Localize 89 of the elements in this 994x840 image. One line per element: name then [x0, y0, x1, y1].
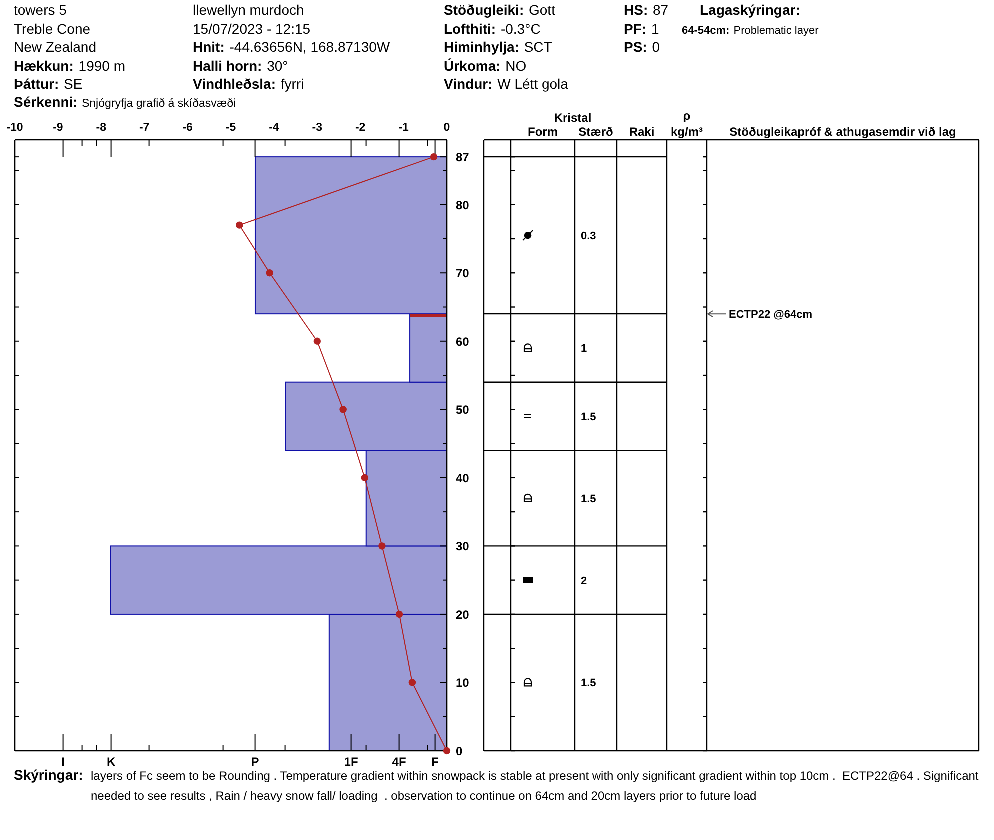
x-tick-label: -5 [226, 122, 237, 134]
text: PF: [624, 21, 647, 37]
text: Úrkoma: [444, 58, 501, 74]
point [396, 610, 404, 618]
x-tick-label: -4 [269, 122, 280, 134]
text: Snjógryfja grafið á skíðasvæði [82, 98, 236, 110]
text: 0.3 [581, 230, 596, 243]
text: 2 [581, 575, 588, 588]
text: P [251, 755, 260, 769]
text: Sérkenni: [14, 94, 78, 110]
y-tick-label: 30 [456, 540, 470, 554]
text: 15/07/2023 - 12:15 [193, 21, 311, 37]
y-tick-label: 10 [456, 676, 470, 690]
text: PS: [624, 39, 648, 55]
text: Problematic layer [734, 25, 820, 37]
text: towers 5 [14, 2, 68, 18]
text: Skýringar: [14, 767, 84, 783]
text: Halli horn: [193, 58, 262, 74]
text: Kristal [554, 111, 592, 125]
point [236, 222, 244, 229]
text: 64-54cm: [682, 25, 730, 37]
text: HS: [624, 2, 648, 18]
y-tick-label: 0 [456, 744, 463, 758]
y-tick-label: 50 [456, 403, 470, 418]
x-tick-label: -6 [182, 122, 193, 134]
point [314, 338, 321, 345]
x-tick-label: -1 [398, 122, 410, 134]
text: Treble Cone [14, 21, 91, 37]
text: W Létt gola [498, 76, 569, 92]
x-tick-label: -7 [139, 122, 150, 134]
text: 1.5 [581, 493, 596, 506]
category-label: Stöðugleikapróf & athugasemdir við lag [730, 125, 956, 139]
y-tick-label: 87 [456, 150, 470, 165]
text: -0.3°C [500, 21, 541, 37]
point [266, 270, 274, 277]
text: Þáttur: [14, 76, 60, 92]
text: Vindur: [444, 76, 493, 92]
y-tick-label: 40 [456, 471, 470, 486]
x-tick-label: -8 [96, 122, 108, 134]
text: Stöðugleiki: [444, 2, 524, 18]
text: 30° [267, 58, 288, 74]
point [430, 153, 438, 161]
x-tick-label: -9 [53, 122, 64, 134]
text: SCT [524, 39, 553, 55]
text: Himinhylja: [444, 39, 520, 55]
text: 1.5 [581, 411, 596, 424]
text: 1.5 [581, 678, 596, 690]
text: Gott [529, 2, 556, 18]
category-label: Raki [629, 125, 655, 139]
text: Hækkun: [14, 58, 74, 74]
text: fyrri [280, 76, 304, 92]
text: SE [64, 76, 83, 92]
text: 1 [651, 21, 660, 37]
point [408, 679, 416, 686]
y-tick-label: 80 [456, 198, 470, 212]
text: 1990 m [78, 58, 126, 74]
point [378, 542, 386, 550]
text: llewellyn murdoch [193, 2, 304, 18]
text: 1F [344, 755, 358, 769]
text: Lagaskýringar: [700, 2, 800, 18]
text: Vindhleðsla: [193, 76, 276, 92]
text: ECTP22 @64cm [729, 309, 813, 322]
text: needed to see results , Rain / heavy snow fall/ loading . observation to continue on 64cm and 20cm layers prior to future load [91, 789, 757, 803]
text: K [106, 755, 116, 769]
text: Lofthiti: [444, 21, 496, 37]
point [443, 747, 451, 755]
text: Hnit: [193, 39, 225, 55]
x-tick-label: 0 [444, 122, 450, 134]
y-tick-label: 70 [456, 266, 470, 281]
x-tick-label: -3 [312, 122, 323, 134]
point [361, 474, 369, 482]
text: 1 [581, 343, 588, 356]
x-tick-label: -2 [355, 122, 366, 134]
text: 4F [392, 755, 406, 769]
category-label: Stærð [578, 125, 614, 139]
point [340, 406, 347, 414]
x-tick-label: -10 [6, 122, 24, 134]
text: layers of Fc seem to be Rounding . Temperature gradient within snowpack is stable at present with only significant gradient within top 10cm . ECTP22@64 . Significant [91, 769, 980, 783]
y-tick-label: 60 [456, 334, 470, 349]
text: NO [506, 58, 527, 74]
text: F [432, 755, 439, 769]
y-tick-label: 20 [456, 608, 470, 622]
text: I [62, 755, 65, 769]
category-label: ρ kg/m³ [670, 109, 704, 139]
text: 87 [653, 2, 669, 18]
text: 0 [652, 39, 660, 55]
text: New Zealand [14, 39, 96, 55]
text: -44.63656N, 168.87130W [230, 39, 391, 55]
category-label: Form [528, 125, 558, 139]
